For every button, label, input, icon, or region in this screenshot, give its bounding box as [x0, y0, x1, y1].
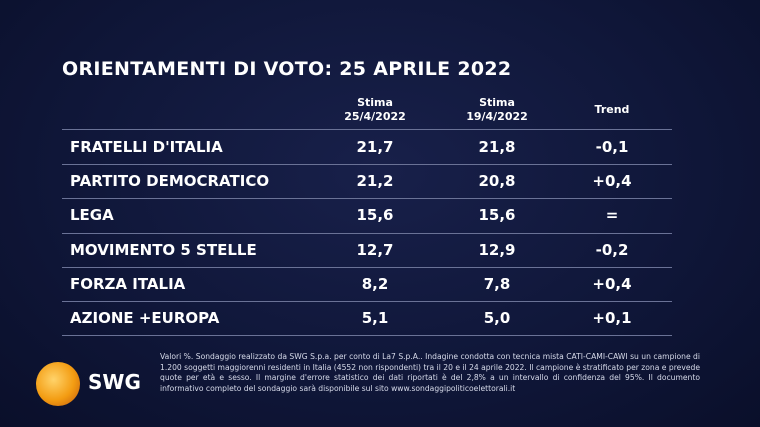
trend-value: +0,1 [592, 309, 632, 327]
column-header-line: Stima [479, 96, 515, 109]
row-separator [62, 164, 672, 166]
estimate-value: 8,2 [361, 274, 389, 293]
column-header-line: Stima [357, 96, 393, 109]
column-header-line: 19/4/2022 [466, 110, 528, 123]
estimate-value: 20,8 [478, 172, 516, 191]
estimate-value: 15,6 [356, 206, 394, 225]
party-name: FORZA ITALIA [70, 274, 186, 293]
trend-value: +0,4 [592, 172, 632, 191]
row-separator [62, 301, 672, 302]
party-name: FRATELLI D'ITALIA [70, 138, 223, 156]
column-header-line: Trend [594, 103, 630, 116]
column-header: Trend [552, 103, 672, 117]
estimate-value: 21,2 [356, 172, 394, 191]
party-name: PARTITO DEMOCRATICO [70, 172, 270, 191]
estimate-value: 12,9 [478, 240, 516, 259]
party-name: AZIONE +EUROPA [70, 309, 220, 327]
trend-value: = [605, 206, 619, 225]
party-name: LEGA [70, 206, 114, 225]
estimate-value: 12,7 [356, 240, 394, 259]
estimate-value: 7,8 [483, 274, 511, 293]
trend-value: -0,1 [595, 138, 629, 156]
party-name: MOVIMENTO 5 STELLE [70, 240, 257, 259]
estimate-value: 21,7 [356, 138, 394, 156]
title: ORIENTAMENTI DI VOTO: 25 APRILE 2022 [62, 58, 512, 80]
column-header: Stima 19/4/2022 [437, 96, 557, 124]
footnote: Valori %. Sondaggio realizzato da SWG S.… [160, 352, 700, 393]
estimate-value: 5,0 [483, 309, 511, 327]
row-separator [62, 335, 672, 337]
estimate-value: 5,1 [361, 309, 389, 327]
trend-value: -0,2 [595, 240, 629, 259]
estimate-value: 15,6 [478, 206, 516, 225]
row-separator [62, 198, 672, 200]
column-header-line: 25/4/2022 [344, 110, 406, 123]
estimate-value: 21,8 [478, 138, 516, 156]
column-header: Stima 25/4/2022 [315, 96, 435, 124]
trend-value: +0,4 [592, 274, 632, 293]
row-separator [62, 232, 672, 234]
row-separator [62, 266, 672, 268]
logo-text: SWG [88, 370, 141, 394]
logo-icon [36, 362, 80, 406]
row-separator [62, 129, 672, 130]
